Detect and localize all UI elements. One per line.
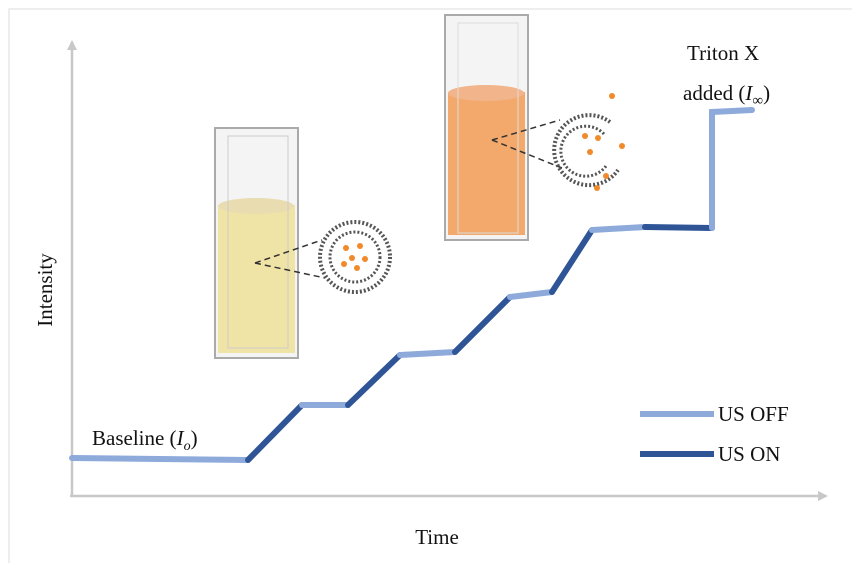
legend-label: US ON — [718, 442, 780, 466]
legend-label: US OFF — [718, 402, 789, 426]
text-part: ) — [191, 426, 198, 450]
diagram: Intensity Time Bas — [0, 0, 852, 563]
triton-label: added (I∞) — [683, 81, 770, 109]
text-part: added ( — [683, 81, 745, 105]
y-axis-label: Intensity — [33, 253, 57, 327]
triton-label: Triton X — [687, 41, 759, 65]
text-part: Baseline ( — [92, 426, 177, 450]
baseline-label: Baseline (Io) — [92, 426, 198, 454]
cuvette-intact — [215, 128, 390, 358]
text-part: o — [184, 439, 191, 454]
x-axis-label: Time — [415, 525, 459, 549]
text-part: ∞ — [752, 93, 763, 109]
cuvette-ruptured — [445, 15, 625, 240]
release-curve — [72, 110, 752, 460]
text-part: ) — [763, 81, 770, 105]
